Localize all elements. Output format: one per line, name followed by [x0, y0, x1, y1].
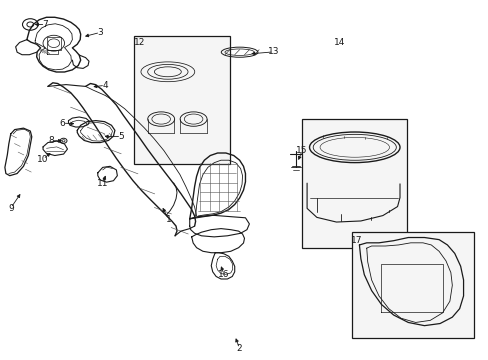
- Text: 4: 4: [102, 81, 108, 90]
- Text: 12: 12: [133, 38, 145, 47]
- Text: 5: 5: [118, 132, 124, 141]
- Bar: [302, 119, 407, 248]
- Bar: [134, 36, 229, 164]
- Text: 14: 14: [333, 38, 345, 47]
- Text: 10: 10: [37, 155, 49, 163]
- Text: 15: 15: [296, 146, 307, 155]
- Text: 1: 1: [165, 215, 171, 224]
- Text: 7: 7: [42, 20, 48, 29]
- Text: 8: 8: [48, 136, 54, 145]
- Text: 17: 17: [350, 236, 362, 245]
- Text: 6: 6: [60, 119, 65, 128]
- Text: 16: 16: [218, 270, 229, 279]
- Text: 2: 2: [236, 344, 242, 353]
- Text: 9: 9: [8, 204, 14, 212]
- Bar: [351, 232, 473, 338]
- Text: 13: 13: [267, 48, 279, 57]
- Text: 11: 11: [97, 179, 108, 188]
- Text: 3: 3: [97, 28, 103, 37]
